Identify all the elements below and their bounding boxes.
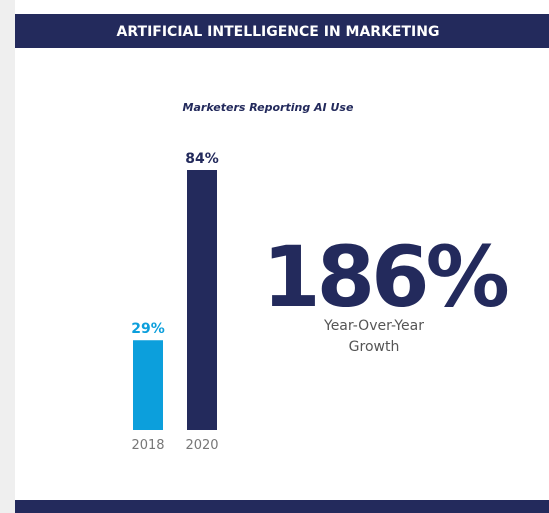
bar: [133, 340, 163, 430]
side-strip: [0, 0, 15, 513]
value-label: 84%: [185, 151, 219, 167]
title: ARTIFICIAL INTELLIGENCE IN MARKETING: [117, 24, 440, 40]
header-bar: [15, 14, 549, 48]
bar: [187, 170, 217, 430]
highlight-stat: 186%: [262, 228, 507, 326]
highlight-caption: Growth: [349, 339, 400, 355]
x-tick-label: 2018: [131, 438, 164, 453]
footer-bar: [15, 500, 549, 513]
subtitle: Marketers Reporting AI Use: [183, 101, 354, 114]
highlight-caption: Year-Over-Year: [323, 318, 424, 334]
value-label: 29%: [131, 321, 165, 337]
x-tick-label: 2020: [185, 438, 218, 453]
